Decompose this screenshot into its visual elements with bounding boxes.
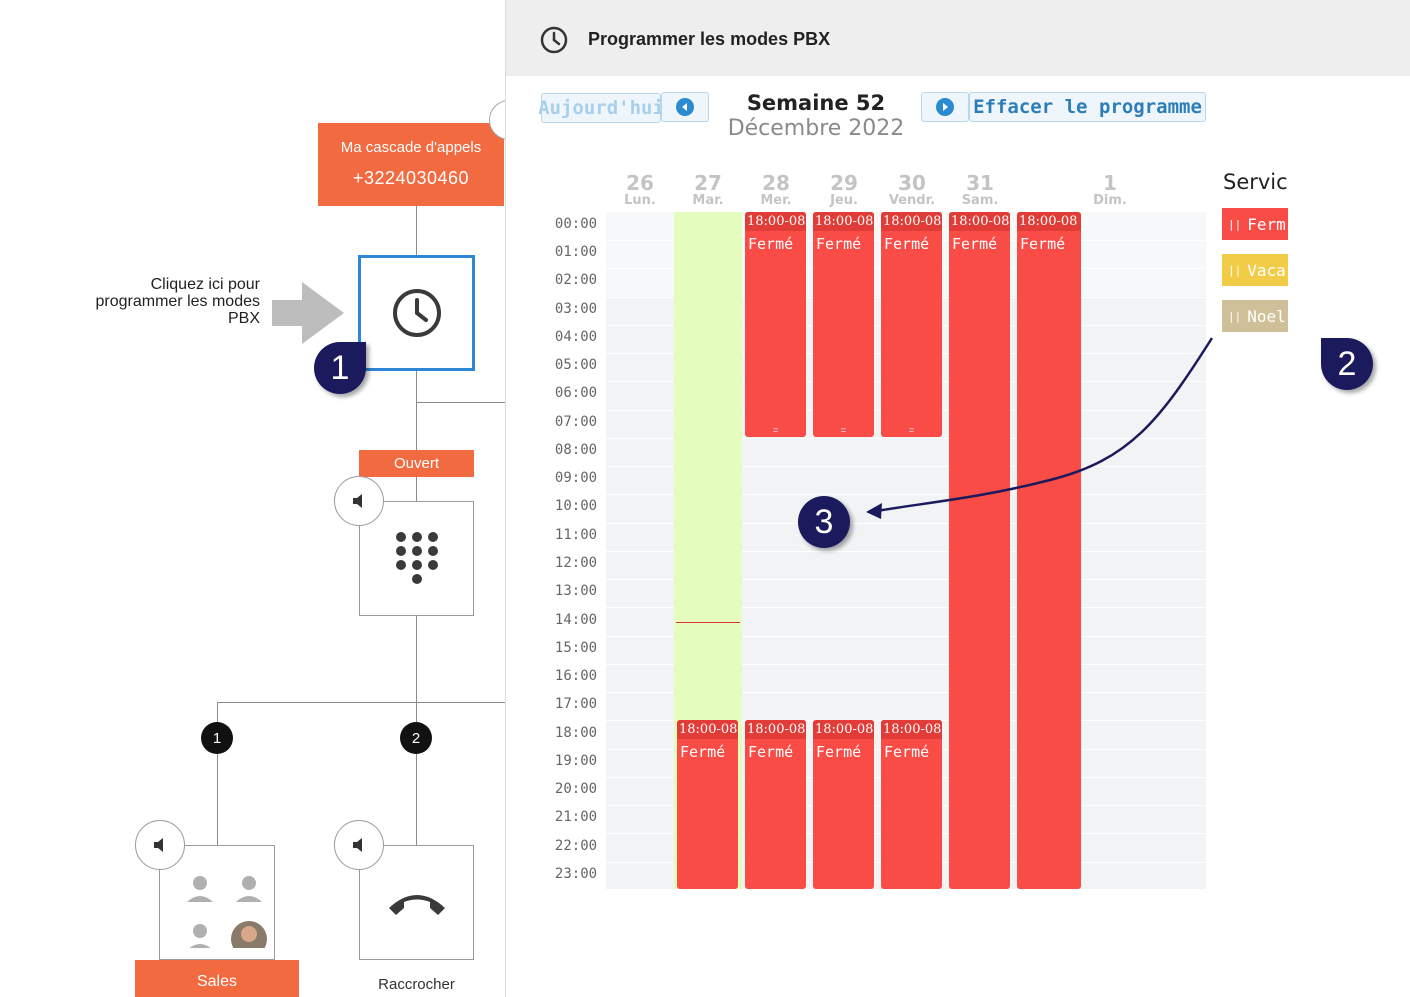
previous-week-button[interactable] xyxy=(661,92,709,122)
schedule-hint: Cliquez ici pour programmer les modes PB… xyxy=(95,276,261,327)
hour-label: 07:00 xyxy=(554,414,598,430)
open-mode-label[interactable]: Ouvert xyxy=(359,450,474,477)
panel-header: Programmer les modes PBX xyxy=(506,0,1410,76)
speaker-icon xyxy=(353,494,362,508)
clock-icon xyxy=(540,26,568,54)
hangup-node[interactable] xyxy=(359,845,474,960)
sales-label[interactable]: Sales xyxy=(135,960,299,997)
ivr-node[interactable] xyxy=(359,501,474,616)
hour-label: 14:00 xyxy=(554,612,598,628)
connector-line xyxy=(416,205,417,255)
service-vacation[interactable]: ||Vacar xyxy=(1222,254,1288,286)
closed-event[interactable]: 18:00-08 Fermé xyxy=(677,720,738,889)
service-closed[interactable]: || Ferm xyxy=(1222,208,1288,240)
day-header-mon: 26 Lun. xyxy=(624,171,656,208)
drag-handle-icon: || xyxy=(1228,217,1242,231)
hour-label: 04:00 xyxy=(554,329,598,345)
hour-label: 08:00 xyxy=(554,442,598,458)
clear-schedule-button[interactable]: Effacer le programme xyxy=(969,92,1206,122)
chevron-right-icon xyxy=(936,98,954,116)
hour-label: 21:00 xyxy=(554,809,598,825)
hour-label: 06:00 xyxy=(554,385,598,401)
hangup-label: Raccrocher xyxy=(378,976,455,993)
branch-number-1: 1 xyxy=(201,722,233,754)
hour-label: 18:00 xyxy=(554,725,598,741)
connector-line xyxy=(416,476,417,501)
day-header-sun: 1 Dim. xyxy=(1093,171,1127,208)
clock-icon xyxy=(392,289,441,337)
hour-label: 12:00 xyxy=(554,555,598,571)
closed-event[interactable]: 18:00-08 Fermé xyxy=(949,212,1010,889)
sales-speaker-button[interactable] xyxy=(135,820,185,870)
day-header-sat: 31 Sam. xyxy=(961,171,999,208)
ivr-speaker-button[interactable] xyxy=(334,476,384,526)
day-header-wed: 28 Mer. xyxy=(760,171,792,208)
day-header-tue: 27 Mar. xyxy=(692,171,724,208)
closed-event[interactable]: 18:00-08 Fermé xyxy=(881,720,942,889)
hour-label: 11:00 xyxy=(554,527,598,543)
week-label: Semaine 52 xyxy=(746,91,886,115)
cascade-header[interactable]: Ma cascade d'appels +3224030460 xyxy=(318,123,504,206)
speaker-icon xyxy=(154,838,163,852)
drag-handle-icon: || xyxy=(1228,263,1242,277)
hour-label: 03:00 xyxy=(554,301,598,317)
callout-1: 1 xyxy=(314,342,366,394)
hour-label: 01:00 xyxy=(554,244,598,260)
next-week-button[interactable] xyxy=(921,92,969,122)
connector-line xyxy=(416,402,505,403)
hour-label: 16:00 xyxy=(554,668,598,684)
speaker-icon xyxy=(353,838,362,852)
connector-line xyxy=(217,702,505,703)
services-title: Servic xyxy=(1223,170,1288,194)
hour-label: 20:00 xyxy=(554,781,598,797)
hour-label: 00:00 xyxy=(554,216,598,232)
month-label: Décembre 2022 xyxy=(727,116,905,141)
dialpad-icon xyxy=(395,531,438,584)
current-time-indicator xyxy=(676,622,740,623)
callout-2: 2 xyxy=(1321,338,1373,390)
users-icon xyxy=(187,875,267,948)
arrow-right-icon xyxy=(272,282,344,344)
hangup-phone-icon xyxy=(388,894,445,915)
hour-label: 13:00 xyxy=(554,583,598,599)
hour-label: 10:00 xyxy=(554,498,598,514)
chevron-left-icon xyxy=(676,98,694,116)
closed-event[interactable]: 18:00-08 Fermé xyxy=(813,720,874,889)
panel-title: Programmer les modes PBX xyxy=(588,29,831,49)
closed-event[interactable]: 18:00-08 Fermé xyxy=(745,720,806,889)
day-header-fri: 30 Vendr. xyxy=(888,171,936,208)
day-header-thu: 29 Jeu. xyxy=(830,171,858,208)
closed-event[interactable]: 18:00-08 Fermé xyxy=(1017,212,1081,889)
hour-label: 23:00 xyxy=(554,866,598,882)
hour-label: 22:00 xyxy=(554,838,598,854)
hour-label: 19:00 xyxy=(554,753,598,769)
closed-event[interactable]: 18:00-08 Fermé = xyxy=(881,212,942,437)
hour-label: 09:00 xyxy=(554,470,598,486)
hour-label: 05:00 xyxy=(554,357,598,373)
hour-label: 17:00 xyxy=(554,696,598,712)
drag-handle-icon: || xyxy=(1228,309,1242,323)
today-button[interactable]: Aujourd'hui xyxy=(538,93,664,123)
service-christmas[interactable]: || Noel xyxy=(1222,300,1288,332)
sales-group-node[interactable] xyxy=(159,845,275,960)
connector-line xyxy=(416,371,417,451)
branch-number-2: 2 xyxy=(400,722,432,754)
hour-label: 15:00 xyxy=(554,640,598,656)
cascade-title: Ma cascade d'appels xyxy=(340,139,482,156)
cascade-number: +3224030460 xyxy=(352,168,470,188)
schedule-node[interactable] xyxy=(358,255,475,371)
hangup-speaker-button[interactable] xyxy=(334,820,384,870)
closed-event[interactable]: 18:00-08 Fermé = xyxy=(813,212,874,437)
closed-event[interactable]: 18:00-08 Fermé = xyxy=(745,212,806,437)
hour-label: 02:00 xyxy=(554,272,598,288)
callout-3: 3 xyxy=(798,496,850,548)
connector-line xyxy=(217,702,218,846)
